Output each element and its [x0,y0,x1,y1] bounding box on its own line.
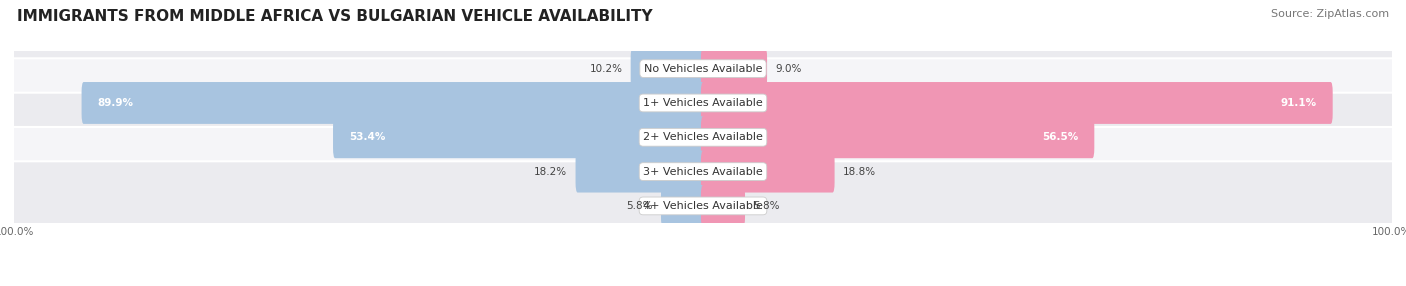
Text: 5.8%: 5.8% [754,201,780,211]
Text: 91.1%: 91.1% [1281,98,1317,108]
Text: No Vehicles Available: No Vehicles Available [644,64,762,74]
FancyBboxPatch shape [8,127,1398,216]
FancyBboxPatch shape [702,82,1333,124]
FancyBboxPatch shape [8,24,1398,113]
Text: 1+ Vehicles Available: 1+ Vehicles Available [643,98,763,108]
Text: IMMIGRANTS FROM MIDDLE AFRICA VS BULGARIAN VEHICLE AVAILABILITY: IMMIGRANTS FROM MIDDLE AFRICA VS BULGARI… [17,9,652,23]
Text: 18.8%: 18.8% [842,167,876,176]
Text: 2+ Vehicles Available: 2+ Vehicles Available [643,132,763,142]
Text: 53.4%: 53.4% [349,132,385,142]
FancyBboxPatch shape [333,116,704,158]
Text: 3+ Vehicles Available: 3+ Vehicles Available [643,167,763,176]
Text: 4+ Vehicles Available: 4+ Vehicles Available [643,201,763,211]
Text: 89.9%: 89.9% [97,98,134,108]
FancyBboxPatch shape [8,58,1398,148]
Text: Source: ZipAtlas.com: Source: ZipAtlas.com [1271,9,1389,19]
Text: 18.2%: 18.2% [534,167,567,176]
FancyBboxPatch shape [82,82,704,124]
FancyBboxPatch shape [575,151,704,192]
FancyBboxPatch shape [702,116,1094,158]
FancyBboxPatch shape [702,48,768,90]
Text: 5.8%: 5.8% [626,201,652,211]
FancyBboxPatch shape [661,185,704,227]
Text: 9.0%: 9.0% [775,64,801,74]
FancyBboxPatch shape [631,48,704,90]
Text: 56.5%: 56.5% [1042,132,1078,142]
FancyBboxPatch shape [702,151,835,192]
FancyBboxPatch shape [8,93,1398,182]
Text: 10.2%: 10.2% [589,64,623,74]
FancyBboxPatch shape [702,185,745,227]
FancyBboxPatch shape [8,161,1398,251]
